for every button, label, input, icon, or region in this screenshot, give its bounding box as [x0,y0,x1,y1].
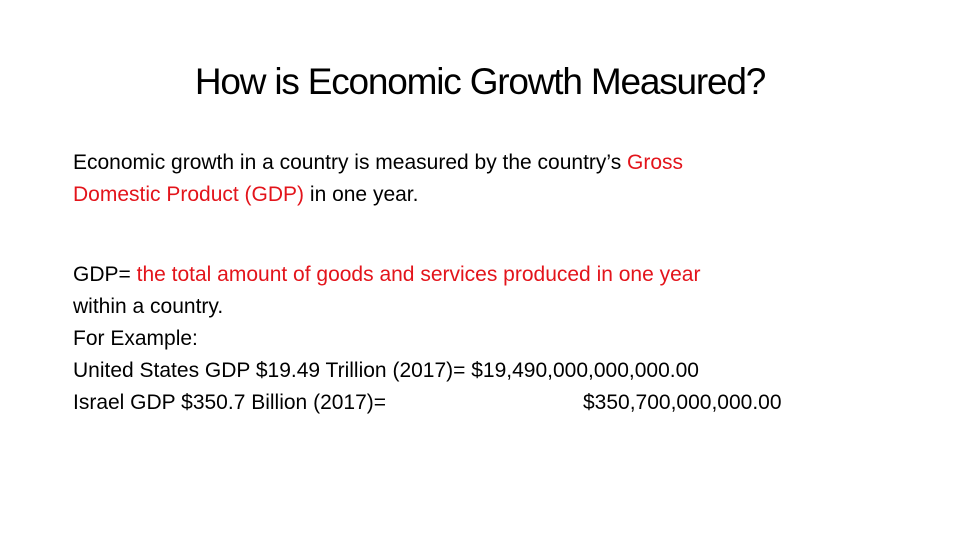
example-label: For Example: [73,327,198,350]
paragraph-1-line-2: Domestic Product (GDP) in one year. [73,179,913,211]
p2-line1-text: GDP= [73,263,137,286]
p2-line2-text: within a country. [73,295,224,318]
slide-body: Economic growth in a country is measured… [73,147,913,419]
paragraph-1-line-1: Economic growth in a country is measured… [73,147,913,179]
paragraph-gap [73,211,913,259]
p1-line2-text: in one year. [304,183,419,206]
p1-line1-highlight: Gross [627,151,684,174]
p2-line1-highlight: the total amount of goods and services p… [136,263,701,286]
slide-title: How is Economic Growth Measured? [194,61,766,102]
p1-line1-text: Economic growth in a country is measured… [73,151,628,174]
israel-gdp-label: Israel GDP $350.7 Billion (2017)= [73,391,387,414]
paragraph-2-line-2: within a country. [73,291,913,323]
israel-gdp-line: Israel GDP $350.7 Billion (2017)= $350,7… [73,387,913,419]
paragraph-2-line-1: GDP= the total amount of goods and servi… [73,259,913,291]
israel-gdp-value: $350,700,000,000.00 [583,391,782,414]
p1-line2-highlight: Domestic Product (GDP) [73,183,305,206]
us-gdp-line: United States GDP $19.49 Trillion (2017)… [73,359,699,382]
